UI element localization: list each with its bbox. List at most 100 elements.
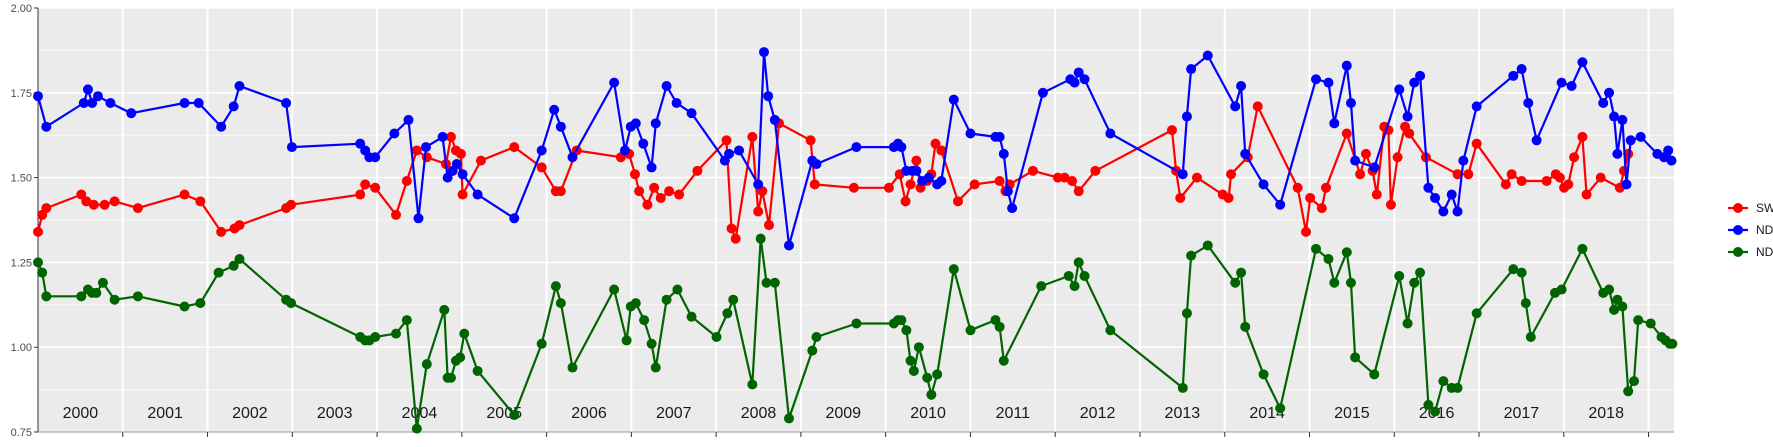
ndwi-point bbox=[965, 325, 976, 336]
ndvi-point bbox=[370, 152, 381, 163]
swir-point bbox=[1404, 128, 1415, 139]
ndvi-point bbox=[948, 94, 959, 105]
ndwi-point bbox=[1508, 264, 1519, 275]
swir-point bbox=[286, 199, 297, 210]
swir-point bbox=[1452, 169, 1463, 180]
ndwi-point bbox=[851, 318, 862, 329]
y-axis: 0.75 1.00 1.25 1.50 1.75 2.00 bbox=[11, 3, 39, 439]
ndwi-point bbox=[609, 284, 620, 295]
ndwi-point bbox=[896, 315, 907, 326]
ndwi-point bbox=[1604, 284, 1615, 295]
ndvi-point bbox=[87, 97, 98, 108]
ndwi-point bbox=[1329, 277, 1340, 288]
ndvi-point bbox=[783, 240, 794, 251]
ndwi-point bbox=[411, 423, 422, 434]
ndvi-point bbox=[1531, 135, 1542, 146]
swir-point bbox=[634, 186, 645, 197]
ndwi-point bbox=[1073, 257, 1084, 268]
year-label-2001: 2001 bbox=[147, 405, 183, 422]
ndvi-point bbox=[1423, 182, 1434, 193]
swir-point bbox=[1463, 169, 1474, 180]
ndvi-point bbox=[1452, 206, 1463, 217]
swir-point bbox=[969, 179, 980, 190]
ndwi-point bbox=[639, 315, 650, 326]
ndvi-point bbox=[1394, 84, 1405, 95]
ndvi-point bbox=[998, 148, 1009, 159]
ndvi-point bbox=[1617, 114, 1628, 125]
ndvi-point bbox=[1438, 206, 1449, 217]
swir-point bbox=[1500, 179, 1511, 190]
ndwi-point bbox=[1275, 403, 1286, 414]
swir-point bbox=[994, 175, 1005, 186]
swir-point bbox=[629, 169, 640, 180]
ndvi-point bbox=[936, 175, 947, 186]
ndwi-point bbox=[1471, 308, 1482, 319]
ndvi-point bbox=[911, 165, 922, 176]
ndwi-point bbox=[901, 325, 912, 336]
legend-item-swir: SWIR bbox=[1728, 201, 1773, 215]
legend-key-point bbox=[1733, 247, 1743, 257]
ndvi-point bbox=[286, 142, 297, 153]
ndvi-point bbox=[724, 148, 735, 159]
y-tick-label: 1.50 bbox=[11, 173, 32, 185]
year-label-2009: 2009 bbox=[825, 405, 861, 422]
ndvi-point bbox=[457, 169, 468, 180]
ndwi-point bbox=[1623, 386, 1634, 397]
ndvi-point bbox=[420, 142, 431, 153]
swir-point bbox=[805, 135, 816, 146]
swir-point bbox=[911, 155, 922, 166]
ndwi-point bbox=[391, 328, 402, 339]
swir-point bbox=[1595, 172, 1606, 183]
swir-point bbox=[905, 179, 916, 190]
series-ndwi bbox=[33, 233, 1678, 434]
year-label-2012: 2012 bbox=[1080, 405, 1116, 422]
ndwi-point bbox=[33, 257, 43, 268]
ndvi-point bbox=[1566, 81, 1577, 92]
ndwi-point bbox=[1105, 325, 1116, 336]
year-label-2008: 2008 bbox=[741, 405, 777, 422]
swir-point bbox=[1301, 226, 1312, 237]
ndvi-point bbox=[759, 47, 770, 58]
ndwi-point bbox=[1181, 308, 1192, 319]
ndvi-point bbox=[437, 131, 448, 142]
ndvi-point bbox=[1577, 57, 1588, 68]
swir-point bbox=[763, 220, 774, 231]
swir-point bbox=[1166, 125, 1177, 136]
swir-point bbox=[1569, 152, 1580, 163]
swir-point bbox=[355, 189, 366, 200]
ndwi-point bbox=[1069, 281, 1080, 292]
ndwi-point bbox=[1402, 318, 1413, 329]
swir-point bbox=[391, 209, 402, 220]
ndvi-point bbox=[1230, 101, 1241, 112]
swir-point bbox=[132, 203, 143, 214]
ndwi-point bbox=[509, 410, 520, 421]
legend-item-ndvi: NDVI bbox=[1728, 223, 1773, 237]
y-tick-label: 1.25 bbox=[11, 257, 32, 269]
swir-point bbox=[445, 131, 456, 142]
ndwi-point bbox=[41, 291, 52, 302]
ndvi-point bbox=[1341, 60, 1352, 71]
legend-label: NDVI bbox=[1756, 223, 1773, 237]
y-tick-label: 0.75 bbox=[11, 427, 32, 439]
swir-point bbox=[1316, 203, 1327, 214]
ndvi-point bbox=[1446, 189, 1457, 200]
ndwi-point bbox=[908, 365, 919, 376]
swir-point bbox=[1191, 172, 1202, 183]
ndvi-point bbox=[1007, 203, 1018, 214]
ndvi-point bbox=[1516, 64, 1527, 75]
ndwi-point bbox=[421, 359, 432, 370]
ndvi-point bbox=[630, 118, 641, 129]
swir-point bbox=[216, 226, 227, 237]
ndwi-point bbox=[234, 254, 245, 265]
ndvi-point bbox=[1666, 155, 1677, 166]
swir-point bbox=[1292, 182, 1303, 193]
swir-point bbox=[33, 226, 43, 237]
swir-point bbox=[1252, 101, 1263, 112]
ndwi-point bbox=[711, 332, 722, 343]
legend-label: SWIR bbox=[1756, 201, 1773, 215]
ndvi-point bbox=[753, 179, 764, 190]
ndvi-point bbox=[536, 145, 547, 156]
ndvi-point bbox=[1177, 169, 1188, 180]
